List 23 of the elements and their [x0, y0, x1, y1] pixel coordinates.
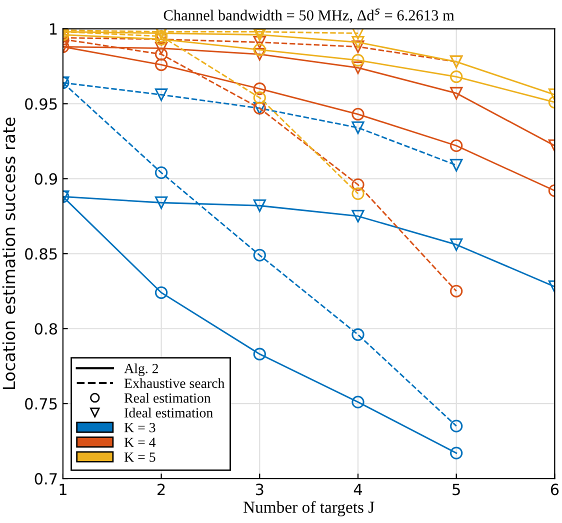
y-tick-label: 1	[50, 23, 57, 35]
x-tick-label: 6	[550, 484, 559, 496]
legend-label: K = 4	[124, 438, 156, 447]
annotation: Real estimation	[124, 393, 211, 403]
legend-label: K = 5	[124, 452, 156, 462]
y-axis-title: Location estimation success rate	[2, 118, 16, 389]
y-tick-label: 0.85	[25, 248, 57, 260]
y-tick-label: 0.8	[34, 323, 58, 335]
legend-label: K = 3	[124, 422, 156, 432]
annotation: Exhaustive search	[124, 378, 225, 388]
x-tick-label: 3	[256, 484, 264, 496]
annotation: Ideal estimation	[124, 408, 213, 418]
y-tick-label: 0.75	[25, 398, 57, 410]
chart-title: Channel bandwidth = 50 MHz, Δd$^{s}$ = 6.2613 m	[164, 8, 454, 23]
y-tick-label: 0.9	[34, 173, 58, 185]
x-tick-label: 5	[452, 484, 460, 496]
y-tick-label: 0.95	[25, 98, 57, 110]
x-tick-label: 4	[354, 484, 362, 496]
x-tick-label: 2	[158, 484, 165, 496]
x-axis-title: Number of targets J	[243, 500, 374, 516]
annotation: Alg. 2	[124, 363, 158, 376]
x-tick-label: 1	[60, 484, 66, 496]
y-tick-label: 0.7	[34, 473, 57, 485]
